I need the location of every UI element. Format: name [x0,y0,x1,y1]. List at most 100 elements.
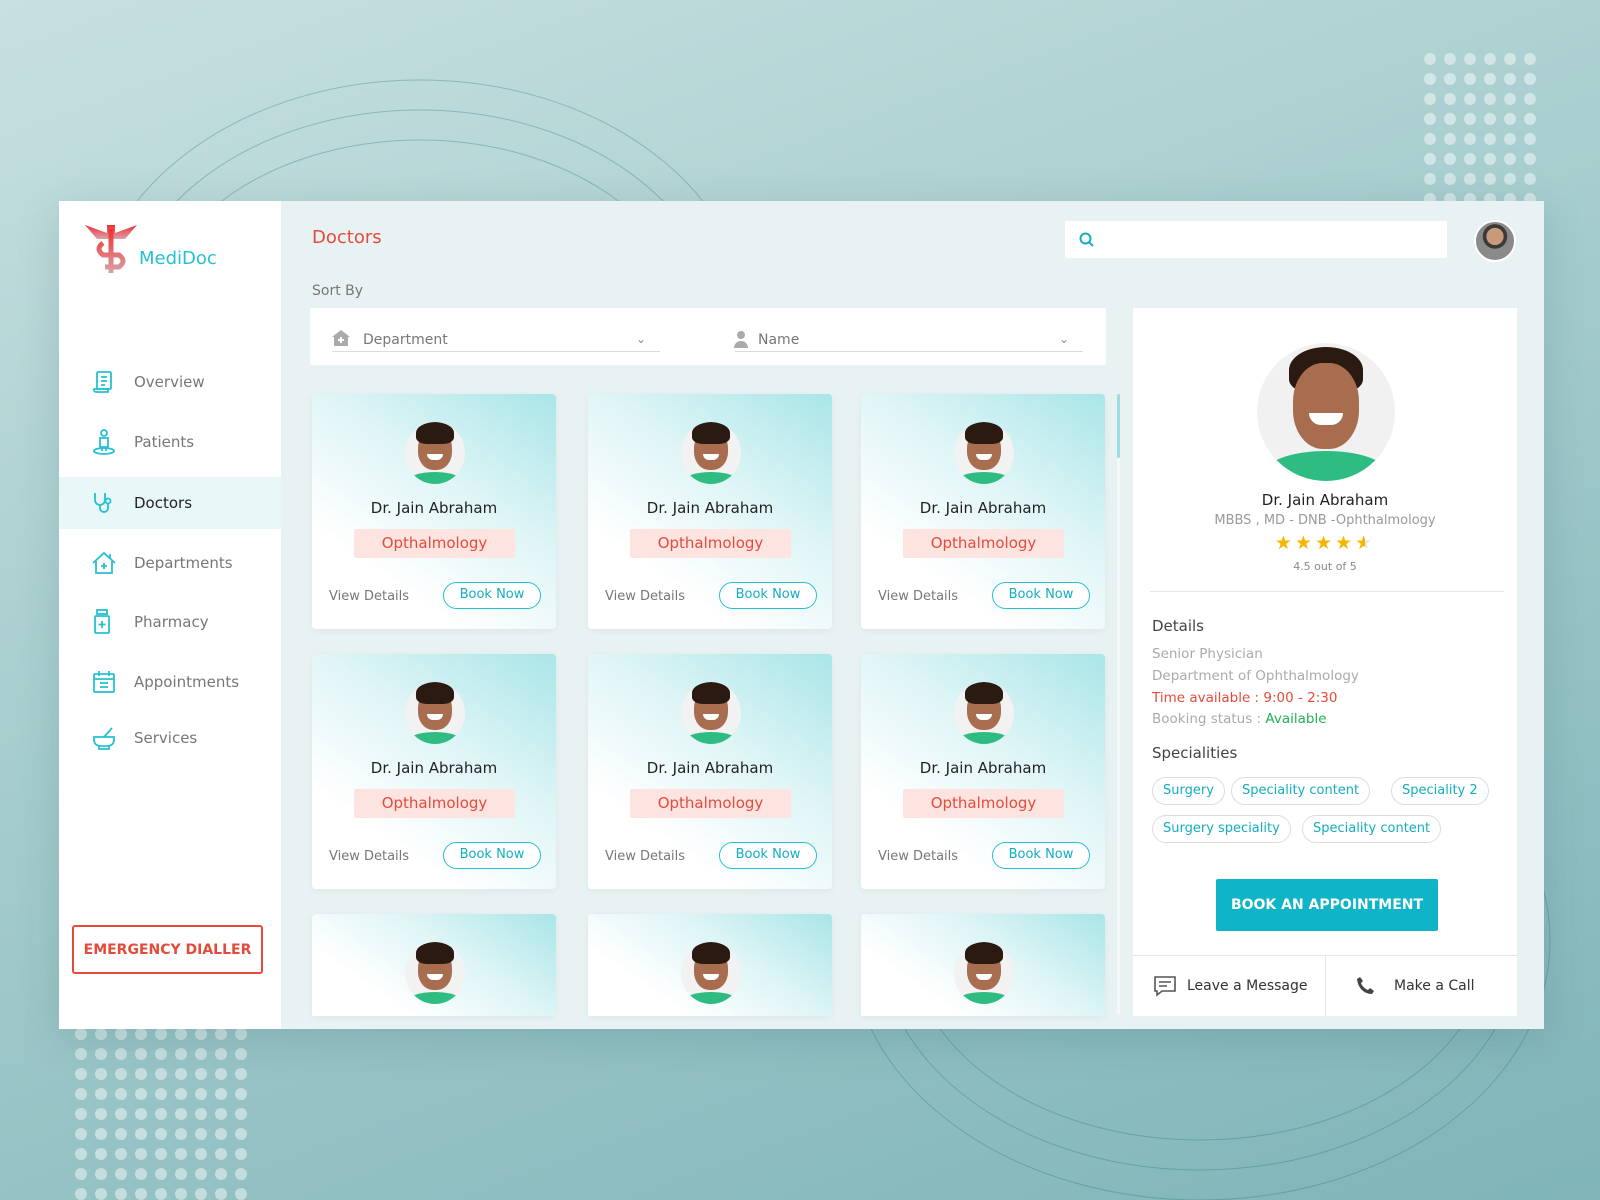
speciality-tag[interactable]: Speciality content [1302,815,1442,843]
medicine-bottle-icon [94,609,110,634]
decor-dot [195,1148,207,1160]
doctor-card[interactable] [861,914,1105,1016]
decor-dot [195,1028,207,1040]
sidebar-item-services[interactable]: Services [59,712,281,764]
decor-dot [1484,133,1496,145]
speciality-tag[interactable]: Surgery speciality [1152,815,1291,843]
doctor-card[interactable]: Dr. Jain Abraham Opthalmology View Detai… [312,654,556,889]
decor-dot [95,1148,107,1160]
sidebar-item-patients[interactable]: Patients [59,416,281,468]
view-details-link[interactable]: View Details [878,849,959,864]
decor-dot [115,1048,127,1060]
decor-dot [95,1188,107,1200]
sidebar-item-label: Pharmacy [134,613,209,631]
book-now-button[interactable]: Book Now [992,582,1090,609]
book-now-button[interactable]: Book Now [992,842,1090,869]
view-details-link[interactable]: View Details [605,589,686,604]
doctor-card[interactable]: Dr. Jain Abraham Opthalmology View Detai… [861,654,1105,889]
decor-dot [175,1088,187,1100]
search-bar[interactable] [1065,221,1447,258]
decor-dot [235,1048,247,1060]
decor-dot [1484,93,1496,105]
leave-message-button[interactable]: Leave a Message [1133,955,1326,1016]
view-details-link[interactable]: View Details [329,589,410,604]
emergency-dialler-button[interactable]: EMERGENCY DIALLER [72,925,263,974]
decor-dot [95,1048,107,1060]
doctor-name: Dr. Jain Abraham [919,759,1047,777]
sidebar-item-label: Overview [134,373,205,391]
sidebar-item-pharmacy[interactable]: Pharmacy [59,596,281,648]
doctor-card[interactable] [588,914,832,1016]
decor-dot [1424,133,1436,145]
decor-dot [195,1048,207,1060]
decor-dot [155,1128,167,1140]
decor-dot [175,1108,187,1120]
decor-dot [215,1028,227,1040]
sidebar-item-departments[interactable]: Departments [59,537,281,589]
scrollbar-thumb[interactable] [1117,394,1120,458]
calendar-icon [93,671,115,693]
decor-dot [235,1168,247,1180]
doctor-card[interactable]: Dr. Jain Abraham Opthalmology View Detai… [588,394,832,629]
book-appointment-button[interactable]: BOOK AN APPOINTMENT [1216,879,1438,931]
book-now-button[interactable]: Book Now [443,582,541,609]
decor-dot [1444,93,1456,105]
decor-dot [1524,93,1536,105]
decor-dot [1444,73,1456,85]
book-now-button[interactable]: Book Now [719,582,817,609]
speciality-tag[interactable]: Speciality 2 [1391,777,1489,805]
speciality-tag[interactable]: Speciality content [1231,777,1371,805]
decor-dot [75,1068,87,1080]
chevron-down-icon: ⌄ [635,332,646,346]
doctor-card[interactable]: Dr. Jain Abraham Opthalmology View Detai… [312,394,556,629]
mortar-pestle-icon [93,727,115,750]
doctor-card[interactable]: Dr. Jain Abraham Opthalmology View Detai… [861,394,1105,629]
sidebar-item-appointments[interactable]: Appointments [59,656,281,708]
sidebar-item-overview[interactable]: Overview [59,356,281,408]
speciality-tag[interactable]: Surgery [1152,777,1225,805]
book-now-button[interactable]: Book Now [719,842,817,869]
decor-dot [75,1108,87,1120]
decor-dot [1424,173,1436,185]
decor-dot [215,1128,227,1140]
department-select-value: Department [363,332,448,348]
star-icon: ★ [1314,532,1336,554]
booking-status-value: Available [1265,711,1327,727]
department-select[interactable]: Department ⌄ [332,330,660,352]
search-input[interactable] [1105,221,1435,258]
view-details-link[interactable]: View Details [605,849,686,864]
booking-status: Booking status : Available [1152,711,1327,727]
book-now-button[interactable]: Book Now [443,842,541,869]
decor-dot [175,1068,187,1080]
scrollbar-track[interactable] [1117,394,1120,1014]
decor-dot [155,1088,167,1100]
decor-dot [1524,173,1536,185]
sidebar-item-doctors[interactable]: Doctors [59,477,281,529]
view-details-link[interactable]: View Details [329,849,410,864]
decor-dot [155,1188,167,1200]
leave-message-label: Leave a Message [1187,978,1308,994]
decor-dot [215,1168,227,1180]
make-call-button[interactable]: Make a Call [1326,955,1517,1016]
view-details-link[interactable]: View Details [878,589,959,604]
caduceus-logo-icon [85,225,137,273]
sidebar-item-label: Appointments [134,673,240,691]
doctor-photo [954,682,1014,744]
user-avatar[interactable] [1474,220,1516,262]
decor-dot [115,1168,127,1180]
decor-dot [135,1148,147,1160]
decor-dot [195,1128,207,1140]
decor-dot [75,1048,87,1060]
decor-dot [235,1028,247,1040]
decor-dot [215,1148,227,1160]
decor-dot [115,1028,127,1040]
doctor-card[interactable]: Dr. Jain Abraham Opthalmology View Detai… [588,654,832,889]
doctor-card[interactable] [312,914,556,1016]
name-select[interactable]: Name ⌄ [734,330,1083,352]
chevron-down-icon: ⌄ [1058,332,1069,346]
doctor-photo [405,942,465,1004]
decor-dot [155,1148,167,1160]
sort-by-label: Sort By [312,283,364,299]
decor-dot [1524,53,1536,65]
decor-dot [175,1188,187,1200]
